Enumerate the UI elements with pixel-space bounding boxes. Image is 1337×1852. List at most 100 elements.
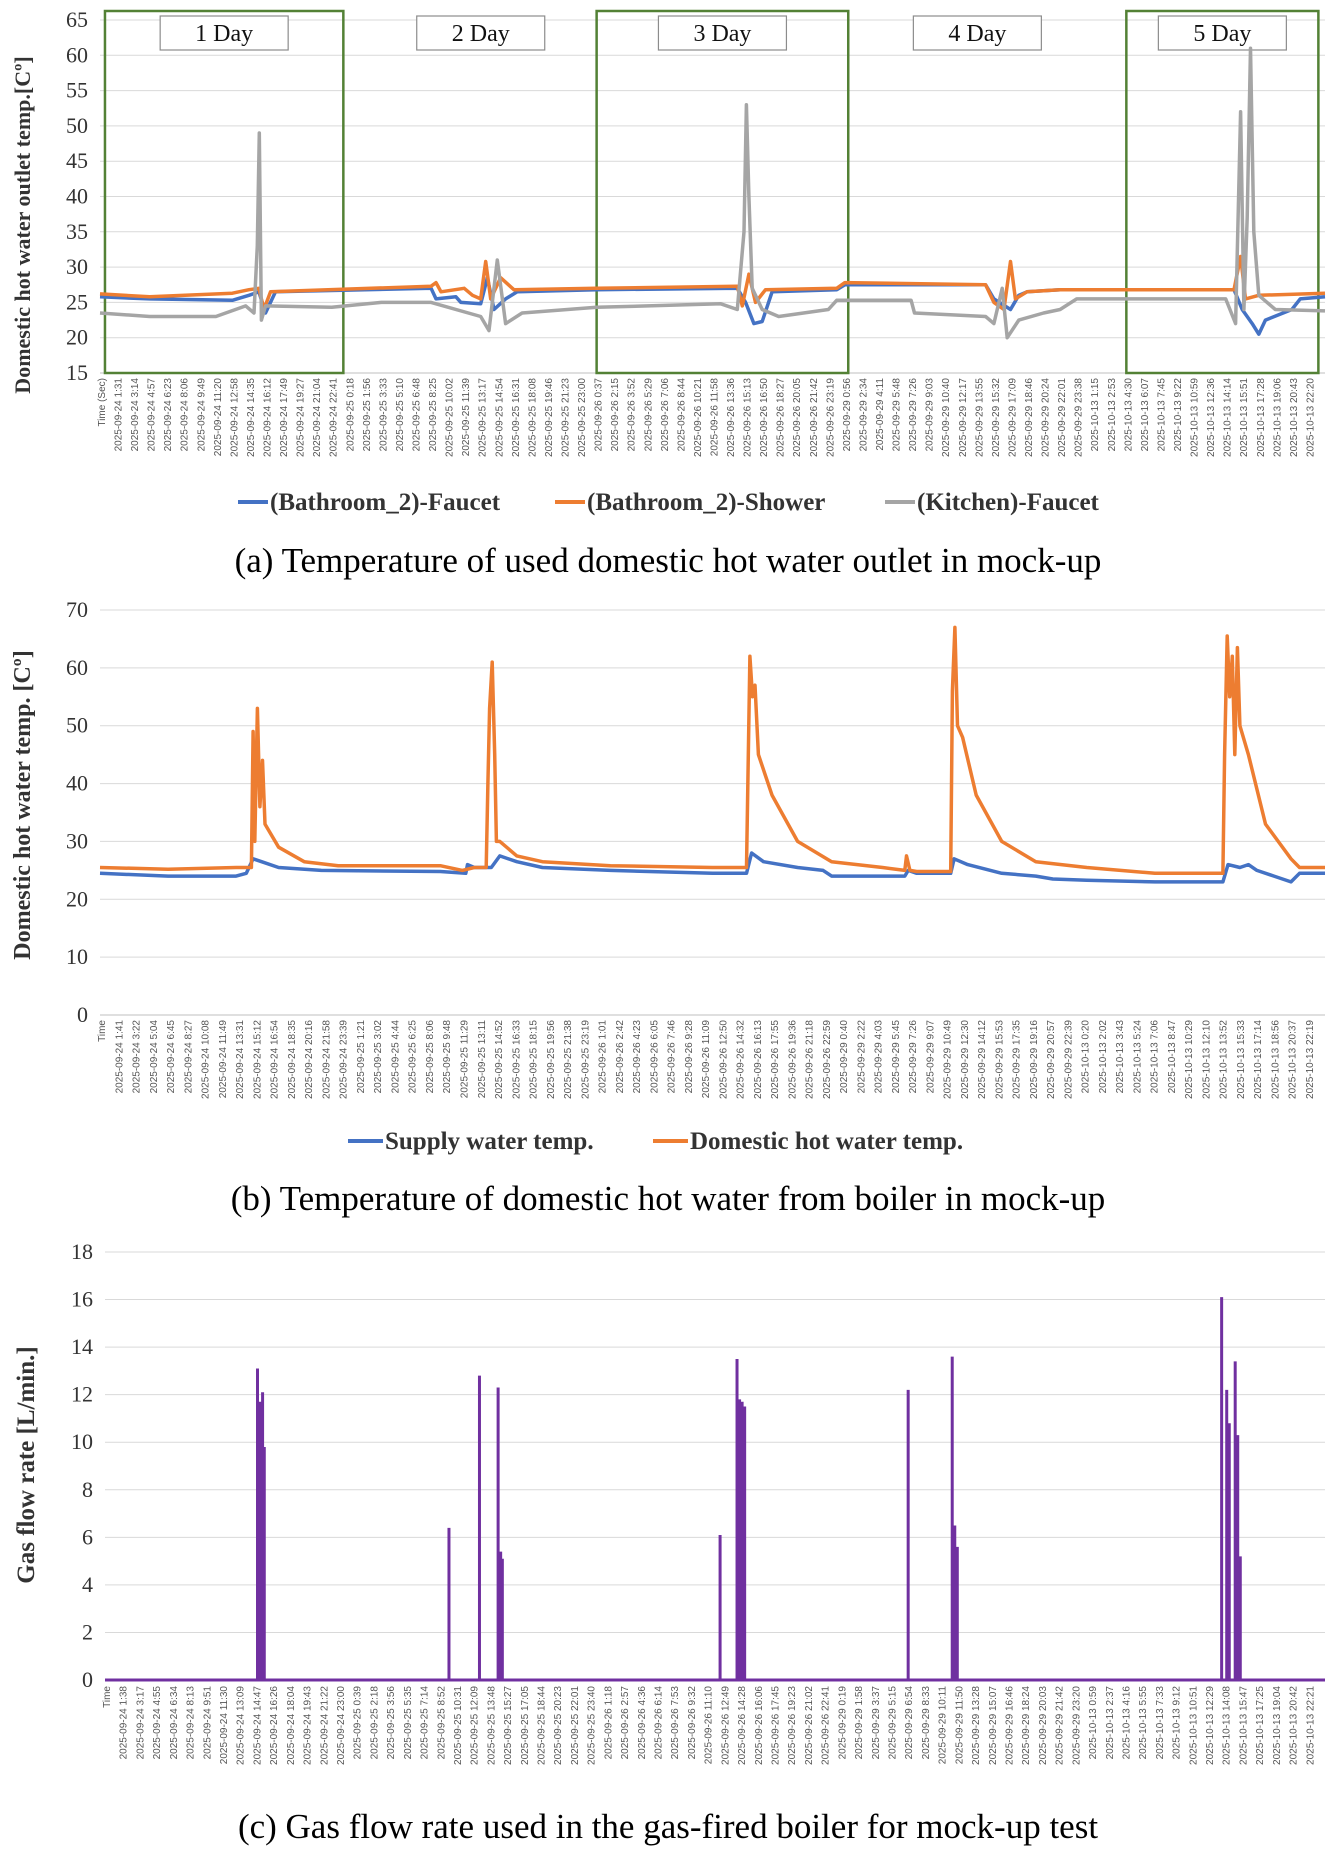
x-tick-label: 2025-09-25 5:35 [403,1686,414,1760]
x-tick-label: 2025-09-24 8:06 [180,378,191,452]
x-tick-label: 2025-10-13 17:25 [1255,1686,1266,1765]
chart-a: 1 Day 2 Day 3 Day 4 Day 5 Day 15 20 25 30 35 40 45… [10,7,1326,580]
y-tick-label: 16 [71,1287,93,1312]
series-line [99,46,1326,340]
x-tick-label: 2025-09-24 11:49 [218,1020,229,1099]
x-tick-label: 2025-09-25 14:52 [494,1020,505,1099]
x-tick-label: 2025-09-29 20:03 [1038,1686,1049,1765]
x-tick-label: 2025-09-25 16:31 [511,378,522,457]
x-tick-label: 2025-09-29 19:16 [1029,1020,1040,1099]
x-tick-label: 2025-09-25 17:05 [520,1686,531,1765]
x-tick-label: 2025-09-25 3:02 [373,1020,384,1094]
x-tick-label: 2025-09-29 0:40 [839,1020,850,1094]
caption-a: (a) Temperature of used domestic hot wat… [235,541,1102,580]
x-tick-label: 2025-09-26 19:23 [787,1686,798,1765]
x-tick-label: 2025-09-29 7:26 [908,1020,919,1094]
legend-b: Supply water temp. Domestic hot water te… [348,1128,963,1155]
y-tick-label: 30 [66,828,88,853]
x-tick-label: 2025-09-26 12:49 [720,1686,731,1765]
x-tick-label: 2025-09-25 18:44 [537,1686,548,1765]
x-tick-label: 2025-09-25 20:23 [553,1686,564,1765]
x-tick-label: 2025-09-29 13:28 [971,1686,982,1765]
x-tick-label: 2025-09-25 2:18 [369,1686,380,1760]
x-tick-label: 2025-09-25 8:25 [428,378,439,452]
x-tick-label: 2025-09-29 0:56 [842,378,853,452]
x-tick-label: 2025-09-26 7:53 [670,1686,681,1760]
x-tick-label: 2025-10-13 6:07 [1140,378,1151,452]
y-tick-label: 40 [66,184,88,209]
x-tick-label: 2025-09-29 12:30 [960,1020,971,1099]
x-tick-label: 2025-09-24 18:35 [287,1020,298,1099]
x-tick-label: 2025-10-13 19:06 [1272,378,1283,457]
x-tick-label: 2025-10-13 7:45 [1156,378,1167,452]
x-tick-label: 2025-09-25 9:48 [442,1020,453,1094]
x-tick-label: 2025-09-26 21:42 [809,378,820,457]
x-tick-label: 2025-09-26 2:15 [610,378,621,452]
x-tick-label: 2025-09-24 1:38 [119,1686,130,1760]
y-ticks-c: 0 2 4 6 8 10 12 14 16 18 [71,1239,93,1692]
x-tick-label: 2025-09-29 15:32 [991,378,1002,457]
x-tick-label: 2025-10-13 2:37 [1105,1686,1116,1760]
x-tick-label: 2025-09-24 5:04 [149,1020,160,1094]
day-boxes-a: 1 Day 2 Day 3 Day 4 Day 5 Day [103,9,1320,375]
x-tick-label: 2025-09-24 18:04 [286,1686,297,1765]
x-tick-label: 2025-09-26 5:29 [643,378,654,452]
x-tick-label: 2025-09-26 16:13 [753,1020,764,1099]
x-tick-label: 2025-09-26 21:18 [805,1020,816,1099]
x-tick-label: 2025-09-29 22:39 [1063,1020,1074,1099]
x-ticks-c: Time 2025-09-24 1:38 2025-09-24 3:17 2025-0… [102,1686,1316,1765]
x-tick-label: 2025-09-24 8:13 [186,1686,197,1760]
x-tick-label: 2025-09-24 13:31 [235,1020,246,1099]
x-tick-label: 2025-09-29 5:15 [887,1686,898,1760]
legend-label-supply-water: Supply water temp. [385,1128,594,1155]
x-tick-label: 2025-10-13 22:21 [1305,1686,1316,1765]
x-tick-label: 2025-09-29 11:50 [954,1686,965,1765]
x-tick-label: 2025-09-26 12:50 [718,1020,729,1099]
x-tick-label: Time [102,1686,113,1708]
day-frame [103,9,345,375]
x-tick-label: 2025-09-26 7:06 [660,378,671,452]
x-tick-label: 2025-09-24 17:49 [279,378,290,457]
x-tick-label: 2025-10-13 14:08 [1222,1686,1233,1765]
x-tick-label: 2025-10-13 7:06 [1150,1020,1161,1094]
x-tick-label: 2025-09-24 10:08 [201,1020,212,1099]
series-line [99,851,1325,884]
x-tick-label: 2025-09-24 1:31 [114,378,125,452]
day-frame [595,9,850,375]
x-tick-label: 2025-10-13 3:43 [1115,1020,1126,1094]
x-tick-label: 2025-09-25 3:33 [378,378,389,452]
x-tick-label: 2025-09-24 4:57 [147,378,158,452]
x-tick-label: 2025-09-26 3:52 [627,378,638,452]
x-tick-label: 2025-10-13 22:19 [1305,1020,1316,1099]
x-tick-label: 2025-09-29 15:07 [988,1686,999,1765]
y-tick-label: 14 [71,1334,93,1359]
x-tick-label: 2025-10-13 7:33 [1155,1686,1166,1760]
x-tick-label: 2025-10-13 0:20 [1081,1020,1092,1094]
caption-c: (c) Gas flow rate used in the gas-fired … [238,1807,1098,1846]
x-tick-label: 2025-09-29 17:35 [1012,1020,1023,1099]
x-tick-label: 2025-09-25 6:48 [411,378,422,452]
x-tick-label: 2025-09-25 6:25 [408,1020,419,1094]
x-tick-label: 2025-09-25 21:23 [560,378,571,457]
x-tick-label: 2025-10-13 12:36 [1206,378,1217,457]
y-tick-label: 12 [71,1382,93,1407]
y-tick-label: 20 [66,325,88,350]
day-label-box [912,15,1042,51]
y-ticks-a: 15 20 25 30 35 40 45 50 55 60 65 [66,7,88,385]
x-tick-label: 2025-09-25 13:11 [477,1020,488,1099]
x-tick-label: 2025-09-26 16:06 [754,1686,765,1765]
x-tick-label: 2025-09-26 14:28 [737,1686,748,1765]
x-tick-label: 2025-09-29 2:22 [856,1020,867,1094]
y-tick-label: 55 [66,78,88,103]
x-tick-label: 2025-10-13 20:43 [1289,378,1300,457]
x-tick-label: 2025-09-24 6:45 [166,1020,177,1094]
x-tick-label: 2025-09-26 17:45 [771,1686,782,1765]
chart-c: 0 2 4 6 8 10 12 14 16 18 Time 2025-09-24 1:38 2025-… [13,1239,1325,1846]
x-tick-label: 2025-09-29 12:17 [958,378,969,457]
x-tick-label: 2025-09-25 4:44 [390,1020,401,1094]
y-tick-label: 25 [66,289,88,314]
series-line [99,625,1325,876]
x-tick-label: 2025-09-29 18:46 [1024,378,1035,457]
x-tick-label: 2025-09-24 19:27 [296,378,307,457]
x-tick-label: 2025-10-13 12:10 [1201,1020,1212,1099]
